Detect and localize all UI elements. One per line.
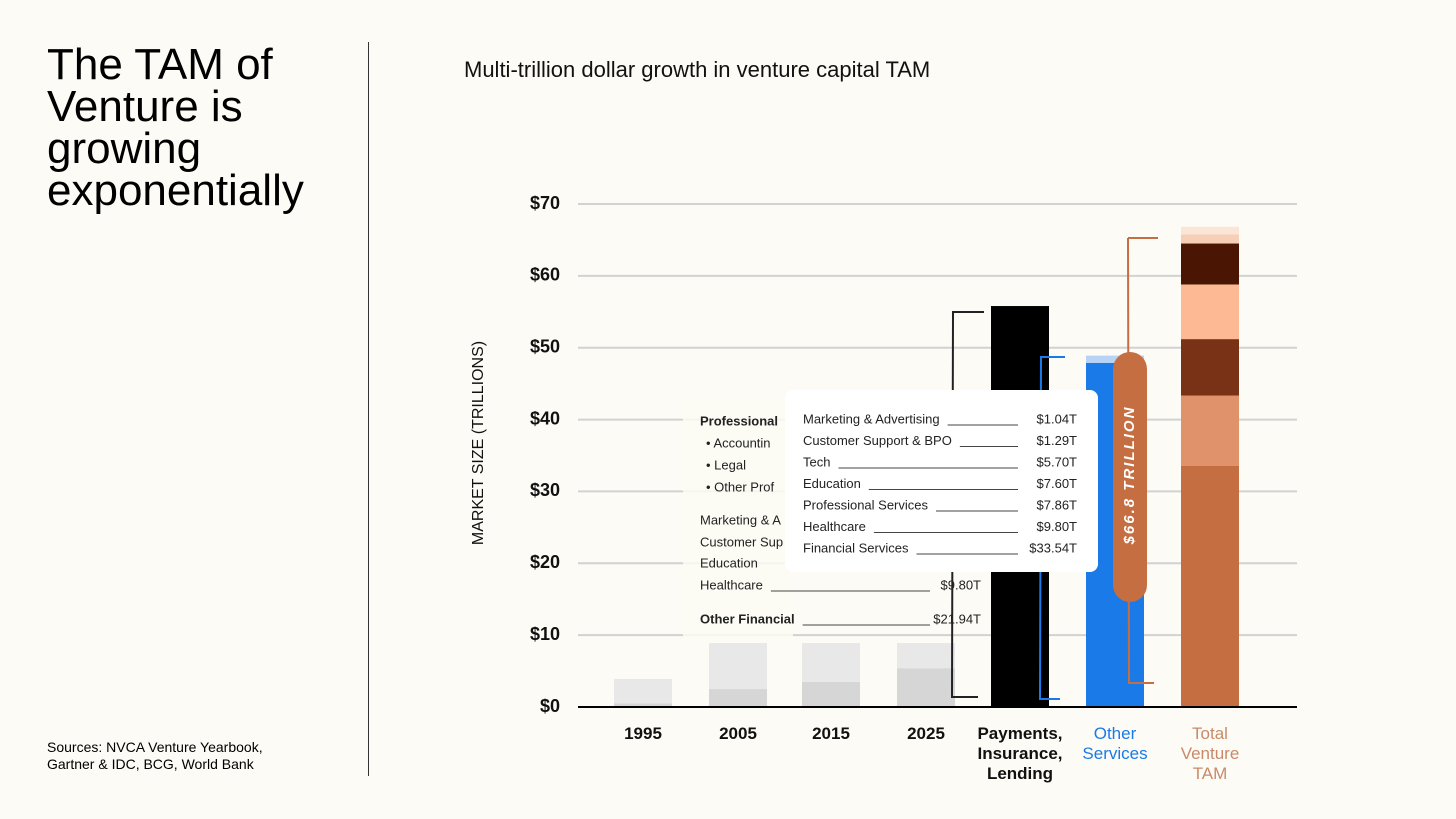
bar-segment	[1181, 243, 1239, 285]
tooltip-name: Education	[803, 476, 861, 491]
y-tick-label: $50	[530, 336, 560, 356]
bar-segment	[1181, 339, 1239, 396]
tooltip-name: Financial Services	[803, 540, 909, 555]
tooltip-name: Tech	[803, 454, 830, 469]
x-tick-label: Total Venture TAM	[1180, 724, 1240, 783]
ghost-panel	[683, 400, 793, 640]
bar-segment	[614, 703, 672, 707]
bar-segment	[709, 689, 767, 707]
y-tick-label: $0	[540, 696, 560, 716]
annotation-pill	[1113, 352, 1147, 602]
bar-segment	[614, 678, 672, 704]
x-tick-label: 1995	[624, 724, 662, 743]
ghost-item: Professional	[700, 413, 778, 428]
ghost-item: Education	[700, 555, 758, 570]
tooltip-value: $7.86T	[1037, 497, 1078, 512]
ghost-item: Healthcare	[700, 577, 763, 592]
ghost-item: Other Financial	[700, 611, 795, 626]
bar-segment	[897, 668, 955, 707]
ghost-value: $21.94T	[933, 611, 981, 626]
sources: Sources: NVCA Venture Yearbook, Gartner …	[47, 739, 263, 772]
bar-segment	[709, 643, 767, 690]
bar-segment	[897, 643, 955, 669]
bar-segment	[802, 643, 860, 682]
tooltip-value: $1.04T	[1037, 411, 1078, 426]
tooltip-name: Marketing & Advertising	[803, 411, 940, 426]
tooltip-name: Professional Services	[803, 497, 928, 512]
bar-segment	[802, 681, 860, 707]
tooltip	[785, 390, 1098, 572]
bar-segment	[1181, 395, 1239, 466]
ghost-item: • Accountin	[706, 435, 771, 450]
chart-title: Multi-trillion dollar growth in venture …	[464, 57, 930, 82]
tooltip-name: Healthcare	[803, 519, 866, 534]
bar-segment	[1181, 465, 1239, 707]
y-axis-label: MARKET SIZE (TRILLIONS)	[470, 341, 487, 545]
annotation: $66.8 TRILLION	[1121, 406, 1138, 546]
x-tick-label: 2015	[812, 724, 850, 743]
tooltip-value: $9.80T	[1037, 519, 1078, 534]
tooltip-value: $33.54T	[1029, 540, 1077, 555]
y-tick-label: $10	[530, 624, 560, 644]
bar-segment	[1181, 284, 1239, 340]
slide-title: The TAM of Venture is growing exponentia…	[47, 40, 304, 215]
ghost-value: $9.80T	[941, 577, 982, 592]
y-tick-label: $20	[530, 552, 560, 572]
y-tick-label: $60	[530, 265, 560, 285]
tooltip-value: $1.29T	[1037, 433, 1078, 448]
x-tick-label: Payments, Insurance, Lending	[977, 724, 1063, 783]
ghost-item: • Other Prof	[706, 479, 775, 494]
x-tick-label: Other Services	[1082, 724, 1148, 763]
y-tick-label: $30	[530, 480, 560, 500]
ghost-item: Marketing & A	[700, 512, 781, 527]
x-tick-label: 2005	[719, 724, 757, 743]
bar-segment	[1181, 234, 1239, 244]
ghost-item: Customer Sup	[700, 534, 783, 549]
tooltip-name: Customer Support & BPO	[803, 433, 952, 448]
divider	[368, 42, 369, 776]
bar-segment	[1086, 355, 1144, 363]
x-tick-label: 2025	[907, 724, 945, 743]
ghost-item: • Legal	[706, 457, 746, 472]
tooltip-value: $7.60T	[1037, 476, 1078, 491]
y-tick-label: $70	[530, 193, 560, 213]
tooltip-value: $5.70T	[1037, 454, 1078, 469]
y-tick-label: $40	[530, 408, 560, 428]
bar-segment	[1181, 226, 1239, 235]
